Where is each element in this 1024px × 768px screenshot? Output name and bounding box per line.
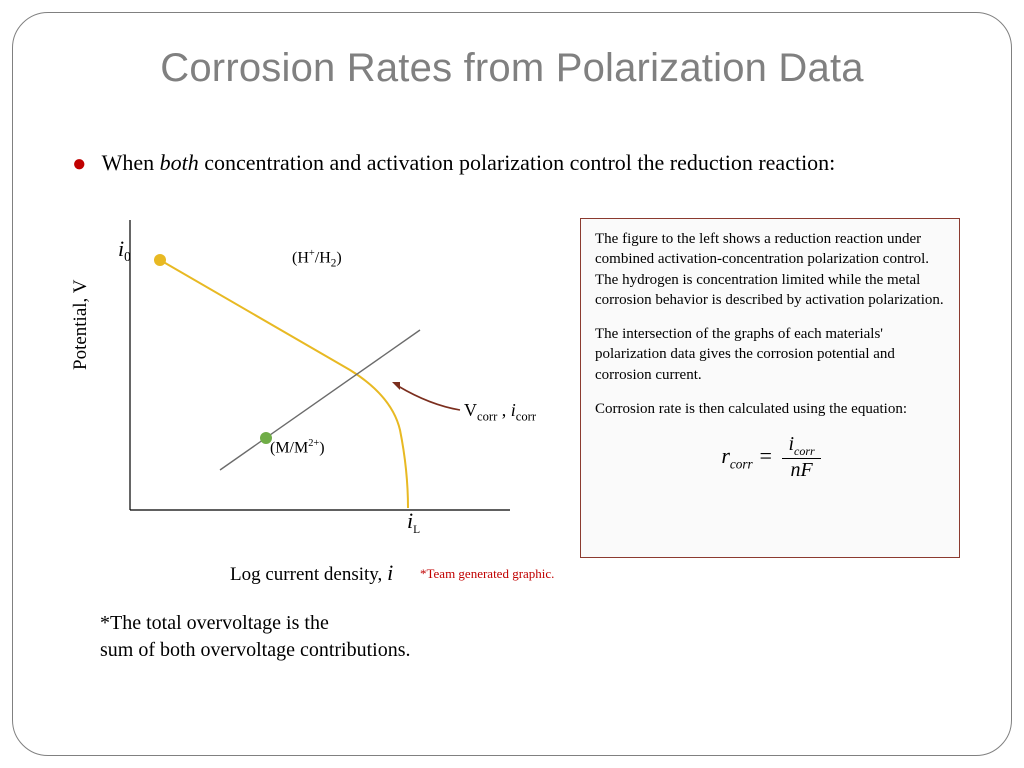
hydrogen-i0-marker	[154, 254, 166, 266]
bullet-emph: both	[160, 150, 199, 175]
infobox-p1: The figure to the left shows a reduction…	[595, 229, 947, 310]
bullet-prefix: When	[102, 150, 160, 175]
h2-prefix: (H	[292, 249, 309, 266]
mm-prefix: (M/M	[270, 439, 308, 456]
bullet-text: When both concentration and activation p…	[102, 150, 836, 175]
iL-label: iL	[407, 508, 420, 536]
vcorr-is: corr	[516, 410, 536, 424]
infobox-p3: Corrosion rate is then calculated using …	[595, 399, 947, 419]
mm-sup: 2+	[308, 438, 319, 449]
corrosion-rate-equation: rcorr = icorr nF	[595, 433, 947, 481]
vcorr-label: Vcorr , icorr	[464, 400, 536, 425]
xlabel-prefix: Log current density,	[230, 564, 387, 585]
i0-label: i0	[118, 236, 131, 265]
vcorr-vs: corr	[477, 410, 497, 424]
bullet-rest: concentration and activation polarizatio…	[199, 150, 836, 175]
bullet-line: ● When both concentration and activation…	[72, 150, 835, 178]
vcorr-comma: ,	[497, 400, 511, 420]
y-axis-label: Potential, V	[70, 280, 92, 370]
h2-label: (H+/H2)	[292, 248, 342, 270]
footnote: *The total overvoltage is the sum of bot…	[100, 610, 411, 664]
eq-equals: =	[758, 443, 773, 468]
eq-r-sub: corr	[730, 456, 753, 471]
h2-mid: /H	[315, 249, 331, 266]
footnote-line2: sum of both overvoltage contributions.	[100, 639, 411, 661]
graphic-credit: *Team generated graphic.	[420, 566, 554, 582]
x-axis-label: Log current density, i	[230, 560, 393, 586]
slide-title: Corrosion Rates from Polarization Data	[0, 46, 1024, 91]
footnote-line1: *The total overvoltage is the	[100, 612, 329, 634]
explanation-box: The figure to the left shows a reduction…	[580, 218, 960, 558]
vcorr-v: V	[464, 400, 477, 420]
i0-sub: 0	[124, 249, 131, 264]
h2-suffix: )	[336, 249, 341, 266]
eq-den: nF	[782, 459, 820, 481]
iL-sub: L	[413, 524, 420, 536]
mm-label: (M/M2+)	[270, 438, 325, 457]
xlabel-var: i	[387, 560, 393, 585]
vcorr-arrow-head	[392, 382, 400, 390]
eq-r: r	[721, 443, 730, 468]
vcorr-arrow	[398, 386, 460, 410]
hydrogen-curve	[160, 260, 408, 508]
bullet-dot-icon: ●	[72, 151, 87, 178]
infobox-p2: The intersection of the graphs of each m…	[595, 324, 947, 385]
mm-suffix: )	[319, 439, 324, 456]
eq-num-sub: corr	[794, 444, 815, 458]
